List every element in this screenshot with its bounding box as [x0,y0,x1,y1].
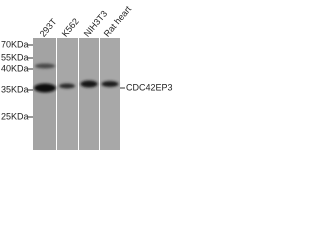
band [59,83,75,89]
lane-label: 293T [38,16,59,39]
band [34,83,56,93]
marker-label: 35KDa [1,84,29,94]
western-blot: 70KDa 55KDa 40KDa 35KDa 25KDa 293T K562 … [1,4,173,150]
lane [79,38,99,150]
band [101,81,119,87]
lane-label: Rat heart [102,4,134,39]
lane [57,38,78,150]
lane-label: K562 [60,16,81,39]
lane [100,38,120,150]
marker-label: 25KDa [1,111,29,121]
lane [33,38,56,150]
band [35,63,55,69]
marker-label: 55KDa [1,52,29,62]
marker-label: 40KDa [1,63,29,73]
protein-label: CDC42EP3 [126,82,173,92]
band [80,80,98,88]
marker-label: 70KDa [1,39,29,49]
